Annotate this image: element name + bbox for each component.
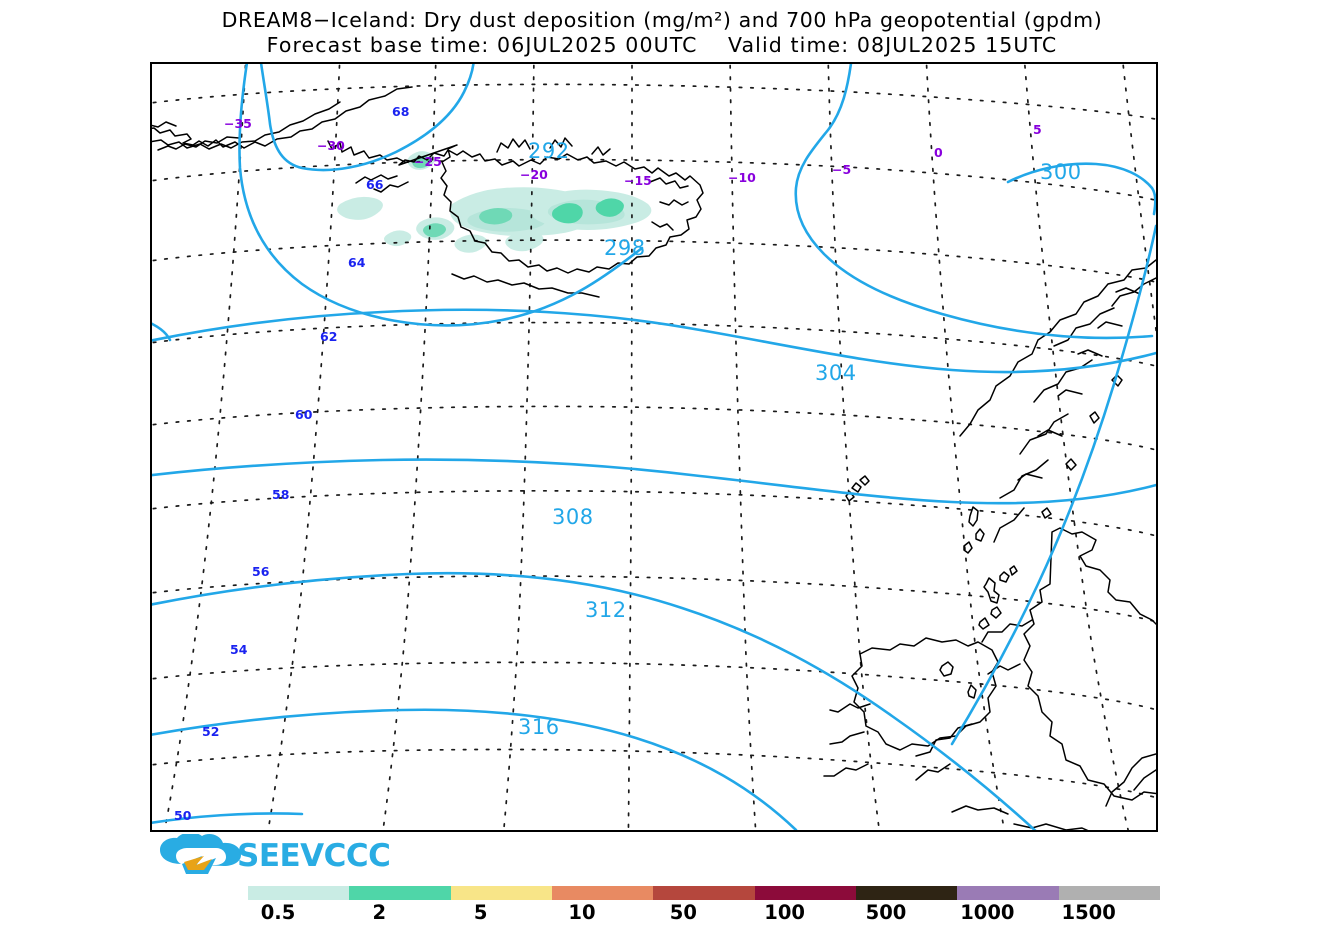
- colorbar-label: 0.5: [260, 901, 296, 924]
- page-title: DREAM8−Iceland: Dry dust deposition (mg/…: [221, 8, 1103, 32]
- colorbar-segment: [754, 886, 856, 900]
- colorbar-label: 2: [372, 901, 387, 924]
- seevccc-logo-icon: [160, 834, 241, 874]
- colorbar-segment: [248, 886, 350, 900]
- colorbar-segment: [1058, 886, 1160, 900]
- colorbar-label: 10: [568, 901, 596, 924]
- colorbar-label: 1500: [1061, 901, 1116, 924]
- colorbar-label: 1000: [960, 901, 1015, 924]
- colorbar-segment: [349, 886, 451, 900]
- dust-deposition-shading: [337, 151, 652, 253]
- forecast-time-subtitle: Forecast base time: 06JUL2025 00UTC Vali…: [266, 33, 1058, 57]
- colorbar-label: 5: [473, 901, 488, 924]
- geopotential-contours: [152, 64, 1156, 830]
- colorbar-label: 500: [865, 901, 907, 924]
- colorbar-label: 50: [669, 901, 697, 924]
- colorbar-tick-labels: 0.5 2 5 10 50 100 500 1000 1500: [248, 901, 1160, 925]
- map-canvas: [152, 64, 1156, 830]
- colorbar-segment: [653, 886, 755, 900]
- colorbar-label: 100: [764, 901, 806, 924]
- coastlines: [152, 86, 1156, 830]
- colorbar-segment: [551, 886, 654, 900]
- title-block: DREAM8−Iceland: Dry dust deposition (mg/…: [0, 8, 1324, 58]
- colorbar-segment: [450, 886, 552, 900]
- map-plot-area[interactable]: −35 −30 −25 −20 −15 −10 −5 0 5 68 66 64 …: [150, 62, 1158, 832]
- colorbar-segment: [957, 886, 1059, 900]
- deposition-colorbar[interactable]: [248, 886, 1160, 900]
- seevccc-logo-text: SEEVCCC: [237, 838, 391, 874]
- colorbar-segment: [855, 886, 958, 900]
